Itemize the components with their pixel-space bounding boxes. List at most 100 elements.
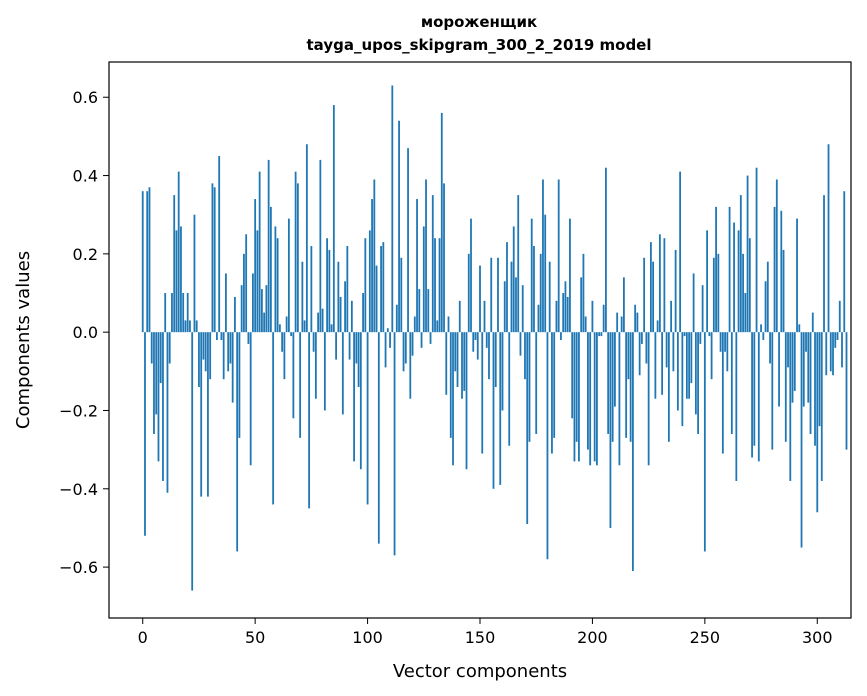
y-axis-label: Components values (13, 251, 34, 429)
bar (521, 285, 524, 333)
bar (843, 191, 846, 333)
bar (155, 332, 158, 415)
bar (609, 332, 612, 528)
bar (447, 316, 450, 333)
bar (643, 257, 646, 333)
bar (690, 332, 693, 384)
bar (400, 257, 403, 333)
bar (285, 316, 288, 333)
bar (791, 332, 794, 403)
bar (364, 238, 367, 333)
bar (458, 300, 461, 333)
bar (654, 332, 657, 399)
bar (735, 332, 738, 481)
bar (195, 320, 198, 333)
bar (533, 246, 535, 333)
bar (715, 206, 717, 333)
bar (265, 285, 268, 333)
y-axis-ticks: −0.6 −0.4 −0.2 0.0 0.2 0.4 0.6 (59, 88, 109, 577)
bar (557, 179, 560, 333)
bar (688, 332, 691, 399)
bar (665, 332, 668, 368)
bar (261, 289, 263, 333)
bar (539, 253, 542, 333)
bar (611, 332, 614, 442)
bar (438, 238, 441, 333)
y-tick-label: 0.6 (73, 88, 98, 107)
bar (593, 332, 596, 462)
bar (159, 332, 162, 384)
bar (213, 187, 216, 333)
bar (321, 308, 324, 333)
bar (632, 332, 634, 572)
bar (483, 300, 486, 333)
bar (350, 300, 353, 333)
bar (269, 206, 272, 333)
bar (832, 332, 834, 376)
bar (335, 332, 337, 360)
bar (211, 183, 214, 333)
bar (730, 332, 733, 434)
bar (229, 332, 232, 364)
bar (314, 332, 317, 399)
bar (449, 332, 452, 438)
bar (506, 242, 508, 333)
bar (667, 332, 670, 442)
bar (508, 332, 511, 446)
bar (571, 332, 574, 419)
chart-title: мороженщик (421, 13, 537, 31)
bar (479, 265, 481, 333)
bar (503, 281, 506, 333)
bar (782, 249, 785, 333)
bar (618, 332, 621, 466)
bar (276, 238, 279, 333)
bar (742, 253, 744, 333)
bar (814, 332, 816, 446)
bar (825, 332, 828, 376)
bar (175, 230, 178, 333)
bar (413, 316, 416, 333)
bar (575, 332, 578, 442)
bar (726, 332, 729, 372)
bar (191, 332, 194, 591)
x-tick-label: 150 (465, 628, 496, 647)
bar (697, 332, 699, 434)
y-tick-label: 0.2 (73, 245, 98, 264)
bar (393, 332, 396, 556)
bar (834, 332, 837, 348)
bar (330, 324, 333, 333)
bar (359, 332, 362, 470)
bar (355, 332, 358, 364)
bar (305, 144, 308, 333)
bar (809, 332, 812, 434)
bar (584, 316, 587, 333)
bar (389, 332, 391, 348)
bar (173, 195, 176, 333)
bar (420, 332, 423, 348)
bar (751, 332, 753, 458)
bar (377, 332, 380, 544)
bar (319, 159, 322, 333)
bar (672, 332, 675, 372)
bar (663, 238, 666, 333)
y-tick-label: 0.0 (73, 323, 98, 342)
bar (245, 234, 248, 333)
bar (591, 300, 594, 333)
bar (310, 246, 313, 333)
bar (546, 332, 549, 560)
x-axis-ticks: 0 50 100 150 200 250 300 (138, 618, 833, 647)
bar (189, 320, 191, 333)
x-tick-label: 0 (138, 628, 148, 647)
bar (796, 218, 798, 333)
bar (474, 332, 477, 340)
bar (501, 332, 504, 411)
bar (236, 332, 239, 552)
bar (658, 234, 661, 333)
bar (258, 171, 261, 333)
bar (721, 332, 724, 454)
bar (762, 332, 765, 340)
bar (652, 261, 655, 333)
bar (582, 253, 585, 333)
bar (694, 332, 697, 415)
bar (452, 332, 454, 466)
